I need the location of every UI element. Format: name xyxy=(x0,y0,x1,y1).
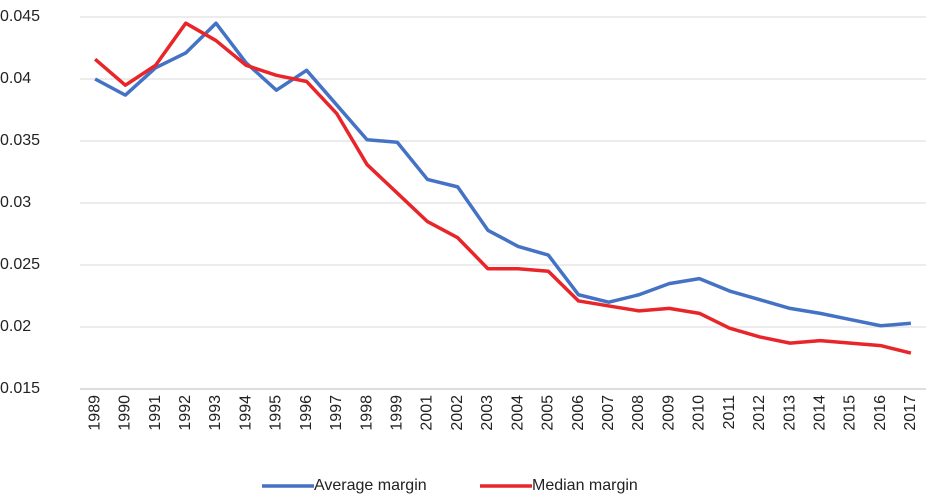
x-tick-label: 1997 xyxy=(328,395,345,431)
x-tick-label: 2015 xyxy=(842,395,859,431)
x-tick-label: 2016 xyxy=(872,395,889,431)
line-series xyxy=(94,21,912,328)
legend-label: Average margin xyxy=(314,477,427,494)
x-tick-label: 1994 xyxy=(237,395,254,431)
x-tick-label: 2001 xyxy=(419,395,436,431)
legend-label: Median margin xyxy=(532,477,638,494)
x-tick-label: 1991 xyxy=(147,395,164,431)
x-tick-label: 2010 xyxy=(691,395,708,431)
y-tick-label: 0.03 xyxy=(0,194,31,211)
y-tick-label: 0.045 xyxy=(0,8,40,25)
x-tick-label: 1989 xyxy=(86,395,103,431)
x-tick-label: 2004 xyxy=(509,395,526,431)
x-tick-label: 1990 xyxy=(117,395,134,431)
x-tick-label: 1995 xyxy=(268,395,285,431)
x-tick-label: 1993 xyxy=(207,395,224,431)
x-tick-label: 1996 xyxy=(298,395,315,431)
y-tick-label: 0.035 xyxy=(0,132,40,149)
line-series xyxy=(93,21,912,355)
x-tick-label: 2003 xyxy=(479,395,496,431)
x-tick-label: 2013 xyxy=(781,395,798,431)
x-tick-label: 2009 xyxy=(660,395,677,431)
y-tick-label: 0.025 xyxy=(0,256,40,273)
x-tick-label: 1992 xyxy=(177,395,194,431)
y-tick-label: 0.04 xyxy=(0,70,31,87)
x-tick-label: 2011 xyxy=(721,395,738,430)
x-tick-label: 2008 xyxy=(630,395,647,431)
y-tick-label: 0.015 xyxy=(0,380,40,397)
x-tick-label: 2002 xyxy=(449,395,466,431)
x-tick-label: 2007 xyxy=(600,395,617,431)
x-tick-label: 2005 xyxy=(540,395,557,431)
x-tick-label: 1998 xyxy=(358,395,375,431)
y-tick-label: 0.02 xyxy=(0,318,31,335)
x-tick-label: 1999 xyxy=(388,395,405,431)
x-tick-label: 2012 xyxy=(751,395,768,431)
x-tick-label: 2014 xyxy=(811,395,828,431)
x-tick-label: 2006 xyxy=(570,395,587,431)
x-tick-label: 2017 xyxy=(902,395,919,431)
